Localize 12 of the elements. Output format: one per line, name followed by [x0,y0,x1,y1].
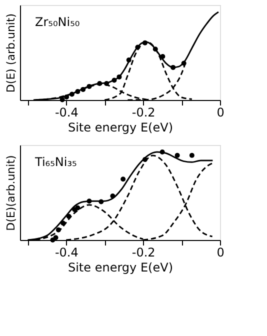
x-tick-label: -0.2 [132,106,156,120]
x-tick-label: -0.4 [54,106,78,120]
x-tick-label: -0.4 [54,246,78,260]
x-axis-title: Site energy E(eV) [68,260,174,274]
x-axis-title: Site energy E(eV) [68,120,174,134]
annotation: Zr₅₀Ni₅₀ [35,15,80,29]
x-tick-label: 0 [216,106,224,120]
x-tick-label: 0 [216,246,224,260]
annotation: Ti₆₅Ni₃₅ [34,155,78,169]
y-axis-title: D(E) (arb.unit) [4,13,18,93]
y-axis-title: D(E)(arb.unit) [4,155,18,231]
x-tick-label: -0.2 [132,246,156,260]
